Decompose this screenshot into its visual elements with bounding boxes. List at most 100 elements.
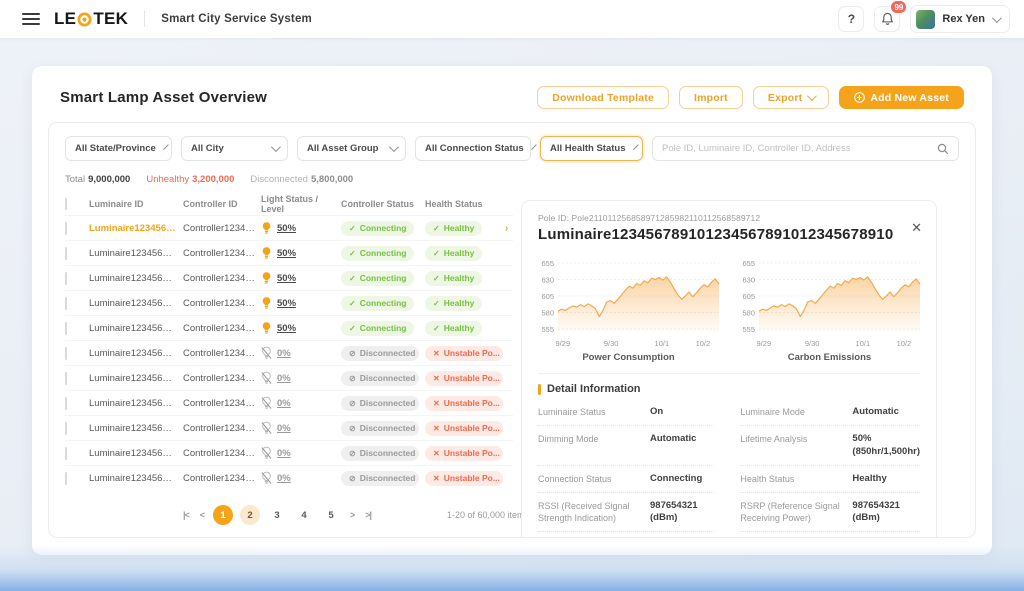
light-level-link[interactable]: 50%: [277, 297, 297, 309]
row-checkbox[interactable]: [65, 371, 67, 385]
controller-id-cell: Controller12345...: [183, 397, 259, 409]
asset-group-select[interactable]: All Asset Group: [297, 136, 406, 161]
leotek-logo[interactable]: LE TEK: [54, 9, 128, 29]
light-level-link[interactable]: 0%: [277, 472, 291, 484]
pagination-last-icon[interactable]: >|: [365, 510, 372, 520]
connection-status-select[interactable]: All Connection Status: [415, 136, 537, 161]
chevron-down-icon: [388, 142, 399, 153]
row-expand-chevron-icon[interactable]: ›: [505, 222, 509, 234]
light-level-link[interactable]: 0%: [277, 422, 291, 434]
download-template-button[interactable]: Download Template: [537, 86, 669, 109]
chart-caption: Carbon Emissions: [787, 352, 872, 363]
luminaire-id-cell: Luminaire1234567890: [89, 422, 183, 434]
row-checkbox[interactable]: [65, 271, 67, 285]
table-row[interactable]: Luminaire1234567890 Controller12345... 0…: [65, 415, 513, 440]
table-row[interactable]: Luminaire1234567890 Controller12345... 0…: [65, 340, 513, 365]
table-row[interactable]: Luminaire1234567890 Controller12345... 5…: [65, 290, 513, 315]
pagination-first-icon[interactable]: |<: [182, 510, 190, 520]
city-select[interactable]: All City: [181, 136, 288, 161]
table-row[interactable]: Luminaire1234567890 Controller12345... 0…: [65, 440, 513, 465]
controller-id-cell: Controller12345...: [183, 347, 259, 359]
export-label: Export: [767, 91, 803, 104]
detail-field: Lifetime Analysis 50% (850hr/1,500hr): [740, 426, 920, 466]
logo-ring-icon: [77, 11, 92, 27]
table-row[interactable]: Luminaire1234567890 Controller12345... 0…: [65, 365, 513, 390]
row-checkbox[interactable]: [65, 421, 67, 435]
light-level-link[interactable]: 50%: [277, 247, 297, 259]
row-checkbox[interactable]: [65, 396, 67, 410]
health-status-select[interactable]: All Health Status: [540, 136, 643, 161]
table-row[interactable]: Luminaire1234567890 Controller12345... 5…: [65, 315, 513, 340]
pagination-page-5[interactable]: 5: [328, 509, 334, 521]
light-level-link[interactable]: 0%: [277, 347, 291, 359]
row-checkbox[interactable]: [65, 246, 67, 260]
light-level-link[interactable]: 0%: [277, 372, 291, 384]
controller-status-badge: ✓ Connecting: [341, 295, 415, 311]
light-level-link[interactable]: 0%: [277, 447, 291, 459]
row-checkbox[interactable]: [65, 321, 67, 335]
notifications-button[interactable]: 99: [874, 0, 908, 32]
user-menu[interactable]: Rex Yen: [910, 5, 1010, 33]
row-checkbox[interactable]: [65, 221, 67, 235]
select-all-checkbox[interactable]: [65, 197, 67, 210]
row-checkbox[interactable]: [65, 296, 67, 310]
table-header: Luminaire ID Controller ID Light Status …: [65, 192, 513, 215]
svg-text:580: 580: [541, 308, 554, 317]
close-icon[interactable]: ✕: [911, 220, 922, 235]
summary-bar: Total 9,000,000 Unhealthy 3,200,000 Discon…: [49, 168, 975, 192]
row-checkbox[interactable]: [65, 446, 67, 460]
search-icon[interactable]: [937, 143, 949, 155]
hamburger-menu-icon[interactable]: [22, 13, 40, 25]
controller-status-badge: ⊘ Disconnected: [341, 345, 419, 361]
luminaire-id-cell: Luminaire1234567890: [89, 347, 183, 359]
luminaire-id-cell: Luminaire1234567890: [89, 322, 183, 334]
export-button[interactable]: Export: [752, 86, 830, 109]
connection-status-value: All Connection Status: [425, 143, 524, 154]
table-row[interactable]: Luminaire1234567890 Controller12345... 0…: [65, 390, 513, 415]
table-row[interactable]: Luminaire1234567890 Controller12345... 0…: [65, 465, 513, 490]
search-input[interactable]: [662, 143, 937, 154]
row-checkbox[interactable]: [65, 346, 67, 360]
chevron-down-icon: [991, 12, 1002, 23]
content-container: All State/Province All City All Asset Gr…: [48, 122, 976, 538]
detail-panel: Pole ID: Pole211011256858971285982110112…: [521, 200, 937, 537]
bulb-icon: [262, 322, 271, 334]
help-icon: ?: [847, 12, 856, 26]
pagination-prev-icon[interactable]: <: [199, 510, 205, 520]
light-level-link[interactable]: 50%: [277, 322, 297, 334]
import-button[interactable]: Import: [679, 86, 743, 109]
controller-id-cell: Controller12345...: [183, 472, 259, 484]
download-template-label: Download Template: [552, 91, 654, 104]
light-level-link[interactable]: 50%: [277, 222, 297, 234]
main-card: Smart Lamp Asset Overview Download Templ…: [32, 66, 992, 555]
pagination-page-4[interactable]: 4: [301, 509, 307, 521]
controller-status-badge: ⊘ Disconnected: [341, 470, 419, 486]
controller-status-badge: ✓ Connecting: [341, 245, 415, 261]
table-row[interactable]: Luminaire1234567890 Controller12345... 5…: [65, 265, 513, 290]
summary-unhealthy: Unhealthy 3,200,000: [146, 174, 235, 185]
table-row[interactable]: Luminaire1234567890 Controller12345... 5…: [65, 240, 513, 265]
chart-caption: Power Consumption: [582, 352, 675, 363]
pagination-next-icon[interactable]: >: [350, 510, 355, 520]
pagination-page-2[interactable]: 2: [240, 505, 260, 525]
state-province-select[interactable]: All State/Province: [65, 136, 172, 161]
controller-status-badge: ⊘ Disconnected: [341, 370, 419, 386]
pagination-page-3[interactable]: 3: [274, 509, 280, 521]
pagination-summary: 1-20 of 60,000 items: [446, 510, 529, 520]
controller-id-cell: Controller12345...: [183, 297, 259, 309]
luminaire-id-cell: Luminaire1234567890: [89, 222, 183, 234]
column-luminaire-id: Luminaire ID: [89, 198, 144, 209]
controller-id-cell: Controller12345...: [183, 447, 259, 459]
pagination-page-1[interactable]: 1: [213, 505, 233, 525]
table-row[interactable]: Luminaire1234567890 Controller12345... 5…: [65, 215, 513, 240]
column-light-status: Light Status / Level: [261, 193, 318, 214]
help-button[interactable]: ?: [838, 6, 865, 32]
add-new-asset-button[interactable]: Add New Asset: [839, 86, 964, 109]
light-level-link[interactable]: 0%: [277, 397, 291, 409]
summary-disconnected: Disconnected 5,800,000: [250, 174, 354, 185]
light-level-link[interactable]: 50%: [277, 272, 297, 284]
svg-text:655: 655: [541, 259, 554, 268]
detail-field: Health Status Healthy: [740, 466, 920, 493]
row-checkbox[interactable]: [65, 471, 67, 485]
bulb-icon: [261, 346, 272, 359]
